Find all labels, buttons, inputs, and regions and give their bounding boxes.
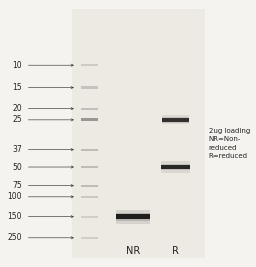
Bar bbox=[81, 216, 98, 218]
Bar bbox=[162, 115, 189, 124]
Bar bbox=[81, 237, 98, 239]
Bar bbox=[116, 214, 150, 219]
Text: 250: 250 bbox=[7, 233, 22, 242]
Bar bbox=[72, 9, 205, 258]
Text: 37: 37 bbox=[12, 145, 22, 154]
Bar bbox=[81, 184, 98, 187]
Bar bbox=[161, 165, 190, 169]
Bar bbox=[81, 166, 98, 168]
Bar bbox=[161, 164, 190, 170]
Bar bbox=[116, 210, 150, 223]
Bar bbox=[81, 64, 98, 66]
Bar bbox=[116, 213, 150, 221]
Bar bbox=[162, 118, 189, 122]
Text: 150: 150 bbox=[7, 212, 22, 221]
Bar bbox=[81, 118, 98, 121]
Text: 2ug loading
NR=Non-
reduced
R=reduced: 2ug loading NR=Non- reduced R=reduced bbox=[209, 128, 250, 159]
Text: R: R bbox=[172, 246, 179, 256]
Text: 20: 20 bbox=[12, 104, 22, 113]
Text: 75: 75 bbox=[12, 181, 22, 190]
Bar bbox=[81, 87, 98, 89]
Bar bbox=[162, 117, 189, 123]
Text: 10: 10 bbox=[12, 61, 22, 70]
Text: 15: 15 bbox=[12, 83, 22, 92]
Bar bbox=[81, 148, 98, 151]
Text: 100: 100 bbox=[7, 192, 22, 201]
Text: 25: 25 bbox=[12, 115, 22, 124]
Text: 50: 50 bbox=[12, 163, 22, 171]
Bar bbox=[81, 196, 98, 198]
Bar bbox=[161, 162, 190, 172]
Bar bbox=[81, 108, 98, 110]
Text: NR: NR bbox=[126, 246, 140, 256]
